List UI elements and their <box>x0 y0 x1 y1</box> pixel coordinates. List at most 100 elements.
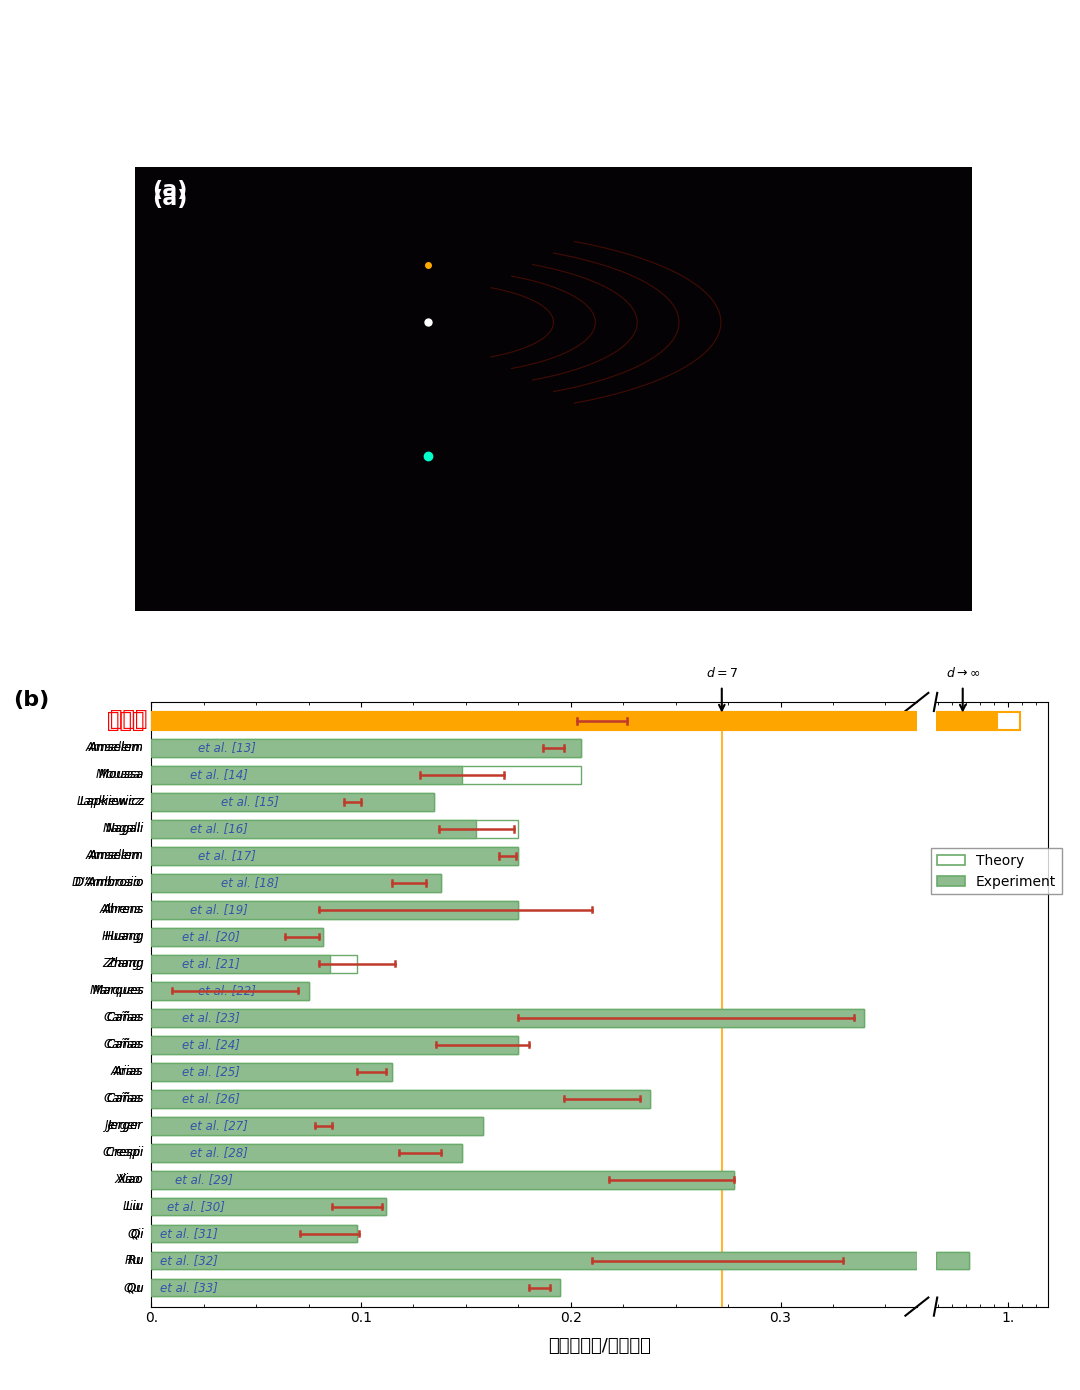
FancyBboxPatch shape <box>935 1252 969 1269</box>
FancyBboxPatch shape <box>151 955 329 973</box>
Text: Cañas: Cañas <box>104 1038 145 1051</box>
Text: (a): (a) <box>151 181 187 200</box>
Text: Qu: Qu <box>124 1282 145 1294</box>
FancyBboxPatch shape <box>151 1036 518 1054</box>
FancyBboxPatch shape <box>151 1170 734 1188</box>
Text: Ahrens: Ahrens <box>103 904 147 916</box>
Text: et al. [23]: et al. [23] <box>183 1012 241 1024</box>
Text: Jerger: Jerger <box>108 1119 147 1133</box>
Text: (b): (b) <box>13 689 50 710</box>
Text: et al. [29]: et al. [29] <box>175 1173 232 1186</box>
Text: et al. [31]: et al. [31] <box>160 1227 217 1240</box>
Text: et al. [15]: et al. [15] <box>220 795 279 809</box>
FancyBboxPatch shape <box>151 847 518 865</box>
FancyBboxPatch shape <box>151 1198 387 1215</box>
Text: et al. [19]: et al. [19] <box>190 904 248 916</box>
FancyBboxPatch shape <box>151 1170 734 1188</box>
FancyBboxPatch shape <box>151 1198 387 1215</box>
Text: et al. [27]: et al. [27] <box>190 1119 248 1133</box>
Text: Amselem: Amselem <box>85 849 145 862</box>
Text: Marques: Marques <box>90 984 145 997</box>
Text: et al. [24]: et al. [24] <box>183 1038 241 1051</box>
Text: Ru: Ru <box>129 1254 147 1268</box>
FancyBboxPatch shape <box>151 1118 483 1134</box>
Text: Lapkiewicz: Lapkiewicz <box>80 795 147 809</box>
Text: 量子违背値/经典极限: 量子违背値/经典极限 <box>548 1337 651 1355</box>
Text: et al. [21]: et al. [21] <box>183 958 241 970</box>
Text: D’Ambrosio: D’Ambrosio <box>76 876 147 890</box>
FancyBboxPatch shape <box>151 981 309 999</box>
Text: et al. [18]: et al. [18] <box>220 876 279 890</box>
Text: Lapkiewicz: Lapkiewicz <box>80 795 147 809</box>
FancyBboxPatch shape <box>151 739 581 756</box>
FancyBboxPatch shape <box>935 1252 969 1269</box>
Text: Ahrens: Ahrens <box>103 904 147 916</box>
Text: Huang: Huang <box>102 930 145 944</box>
Text: Arias: Arias <box>111 1065 145 1079</box>
FancyBboxPatch shape <box>935 712 997 730</box>
Text: $d=7$: $d=7$ <box>705 666 738 680</box>
Text: et al. [32]: et al. [32] <box>160 1254 217 1268</box>
FancyBboxPatch shape <box>151 1279 561 1297</box>
FancyBboxPatch shape <box>151 1144 461 1162</box>
FancyBboxPatch shape <box>151 820 476 838</box>
Text: Cañas: Cañas <box>107 1012 147 1024</box>
FancyBboxPatch shape <box>151 1144 461 1162</box>
FancyBboxPatch shape <box>151 1063 392 1080</box>
FancyBboxPatch shape <box>151 901 518 919</box>
Text: Ru: Ru <box>125 1254 145 1268</box>
Text: Moussa: Moussa <box>99 769 147 781</box>
Text: Qu: Qu <box>126 1282 147 1294</box>
FancyBboxPatch shape <box>151 874 441 891</box>
Text: Cañas: Cañas <box>107 1093 147 1105</box>
FancyBboxPatch shape <box>151 1118 483 1134</box>
Text: Amselem: Amselem <box>89 849 147 862</box>
Text: Lapkiewicz: Lapkiewicz <box>77 795 145 809</box>
Text: et al. [28]: et al. [28] <box>190 1147 248 1159</box>
Text: Jerger: Jerger <box>105 1119 145 1133</box>
FancyBboxPatch shape <box>151 1252 917 1269</box>
Text: Huang: Huang <box>105 930 147 944</box>
Text: et al. [22]: et al. [22] <box>198 984 256 997</box>
Text: Liu: Liu <box>123 1200 145 1213</box>
FancyBboxPatch shape <box>151 766 461 784</box>
Text: Cañas: Cañas <box>104 1012 145 1024</box>
FancyBboxPatch shape <box>151 794 434 810</box>
Text: et al. [14]: et al. [14] <box>190 769 248 781</box>
FancyBboxPatch shape <box>151 1252 917 1269</box>
Text: Liu: Liu <box>126 1200 147 1213</box>
Text: et al. [17]: et al. [17] <box>198 849 256 862</box>
FancyBboxPatch shape <box>151 739 581 756</box>
Text: Zhang: Zhang <box>106 958 147 970</box>
FancyBboxPatch shape <box>151 712 917 730</box>
Text: (a): (a) <box>151 189 187 208</box>
Text: D’Ambrosio: D’Ambrosio <box>76 876 147 890</box>
FancyBboxPatch shape <box>151 794 434 810</box>
Text: et al. [13]: et al. [13] <box>198 741 256 755</box>
Text: Xiao: Xiao <box>114 1173 145 1186</box>
Text: Zhang: Zhang <box>106 958 147 970</box>
Text: Crespi: Crespi <box>104 1147 145 1159</box>
FancyBboxPatch shape <box>151 1063 392 1080</box>
FancyBboxPatch shape <box>151 712 917 730</box>
Text: Qi: Qi <box>131 1227 147 1240</box>
Text: et al. [20]: et al. [20] <box>183 930 241 944</box>
FancyBboxPatch shape <box>151 847 518 865</box>
Text: Amselem: Amselem <box>89 741 147 755</box>
FancyBboxPatch shape <box>151 1090 650 1108</box>
FancyBboxPatch shape <box>151 1225 356 1243</box>
Text: Ru: Ru <box>129 1254 147 1268</box>
Text: Cañas: Cañas <box>107 1038 147 1051</box>
FancyBboxPatch shape <box>151 929 323 945</box>
Text: Qi: Qi <box>129 1227 145 1240</box>
Text: Nagali: Nagali <box>106 823 147 835</box>
Text: Zhang: Zhang <box>103 958 145 970</box>
Text: Arias: Arias <box>114 1065 147 1079</box>
FancyBboxPatch shape <box>151 1090 650 1108</box>
FancyBboxPatch shape <box>151 1225 356 1243</box>
Text: et al. [26]: et al. [26] <box>183 1093 241 1105</box>
Text: Xiao: Xiao <box>118 1173 147 1186</box>
Text: Cañas: Cañas <box>104 1093 145 1105</box>
Text: Ahrens: Ahrens <box>99 904 145 916</box>
FancyBboxPatch shape <box>151 1036 518 1054</box>
